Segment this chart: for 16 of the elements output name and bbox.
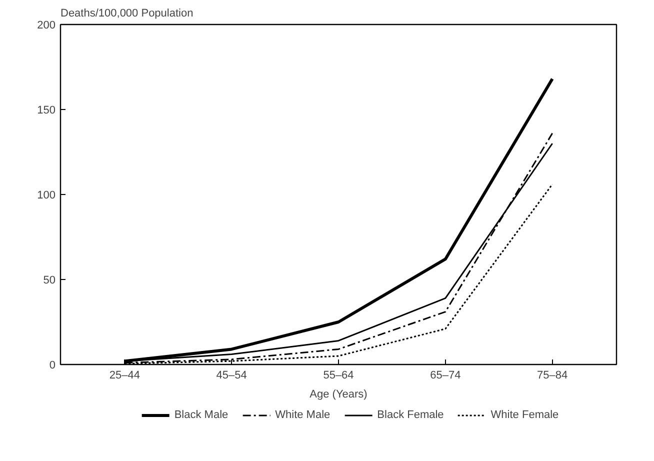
legend-label: White Female	[490, 409, 559, 421]
legend-label: Black Male	[174, 409, 228, 421]
y-tick-label: 0	[49, 360, 56, 372]
x-tick-label: 75–84	[537, 370, 568, 382]
x-axis-title: Age (Years)	[310, 388, 368, 400]
x-tick-label: 65–74	[430, 370, 461, 382]
legend-label: Black Female	[377, 409, 444, 421]
y-tick-label: 50	[43, 274, 56, 286]
x-tick-label: 25–44	[109, 370, 140, 382]
y-tick-label: 100	[37, 190, 56, 202]
x-tick-label: 55–64	[323, 370, 354, 382]
legend-label: White Male	[275, 409, 330, 421]
x-tick-label: 45–54	[216, 370, 247, 382]
y-axis-title: Deaths/100,000 Population	[60, 8, 194, 20]
y-tick-label: 150	[37, 104, 56, 116]
y-tick-label: 200	[37, 20, 56, 32]
